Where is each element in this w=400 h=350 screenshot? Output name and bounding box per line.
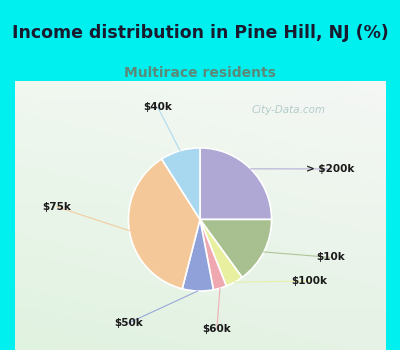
Text: $10k: $10k [316,252,345,262]
Text: > $200k: > $200k [306,164,355,174]
Text: Multirace residents: Multirace residents [124,65,276,79]
Wedge shape [200,219,242,286]
Text: $50k: $50k [114,318,143,328]
Text: $40k: $40k [144,103,172,112]
Text: $60k: $60k [202,324,231,334]
Wedge shape [200,219,272,278]
Text: City-Data.com: City-Data.com [251,105,326,115]
Text: Income distribution in Pine Hill, NJ (%): Income distribution in Pine Hill, NJ (%) [12,23,388,42]
Wedge shape [128,159,200,289]
Wedge shape [162,148,200,219]
Wedge shape [200,219,226,290]
Text: $100k: $100k [292,276,328,286]
Wedge shape [200,148,272,219]
Text: $75k: $75k [42,202,71,212]
Wedge shape [182,219,214,291]
